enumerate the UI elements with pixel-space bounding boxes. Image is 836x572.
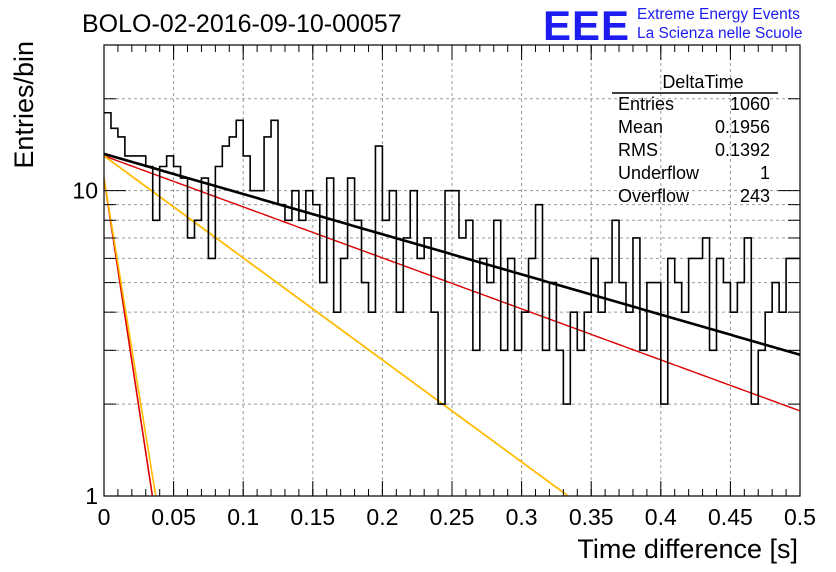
x-tick-label: 0.3 <box>506 504 538 530</box>
eee-logo: EEE <box>543 2 631 49</box>
logo-line-2: La Scienza nelle Scuole <box>637 25 803 42</box>
stats-title: DeltaTime <box>662 72 743 92</box>
x-tick-label: 0 <box>98 504 111 530</box>
x-tick-label: 0.05 <box>151 504 196 530</box>
stats-value: 0.1392 <box>715 140 770 160</box>
stats-value: 1060 <box>730 94 770 114</box>
stats-value: 243 <box>740 186 770 206</box>
x-axis-label: Time difference [s] <box>577 534 798 564</box>
stats-label: Underflow <box>618 163 700 183</box>
chart-title: BOLO-02-2016-09-10-00057 <box>82 10 402 38</box>
x-tick-label: 0.5 <box>784 504 816 530</box>
y-tick-label: 1 <box>85 483 98 509</box>
logo-line-1: Extreme Energy Events <box>637 6 800 23</box>
x-tick-label: 0.15 <box>290 504 335 530</box>
grid <box>104 45 800 496</box>
stats-label: RMS <box>618 140 658 160</box>
tick-labels: 0 0.05 0.1 0.15 0.2 0.25 0.3 0.35 0.4 0.45 0.5 1 10 <box>72 178 816 530</box>
y-axis-label: Entries/bin <box>9 41 39 169</box>
x-tick-label: 0.35 <box>569 504 614 530</box>
y-tick-label: 10 <box>72 178 98 204</box>
fit-curve <box>103 155 801 412</box>
stats-value: 0.1956 <box>715 117 770 137</box>
x-tick-label: 0.25 <box>430 504 475 530</box>
histogram-line <box>104 111 800 405</box>
stats-label: Overflow <box>618 186 690 206</box>
stats-value: 1 <box>760 163 770 183</box>
stats-label: Entries <box>618 94 674 114</box>
axis-ticks <box>103 45 801 496</box>
fit-curve <box>103 155 569 497</box>
x-tick-label: 0.2 <box>366 504 398 530</box>
fit-curves <box>103 152 801 497</box>
fit-curve <box>103 152 801 357</box>
x-tick-label: 0.45 <box>708 504 753 530</box>
stats-label: Mean <box>618 117 663 137</box>
x-tick-label: 0.4 <box>645 504 677 530</box>
fit-curve <box>103 177 157 497</box>
x-tick-label: 0.1 <box>227 504 259 530</box>
